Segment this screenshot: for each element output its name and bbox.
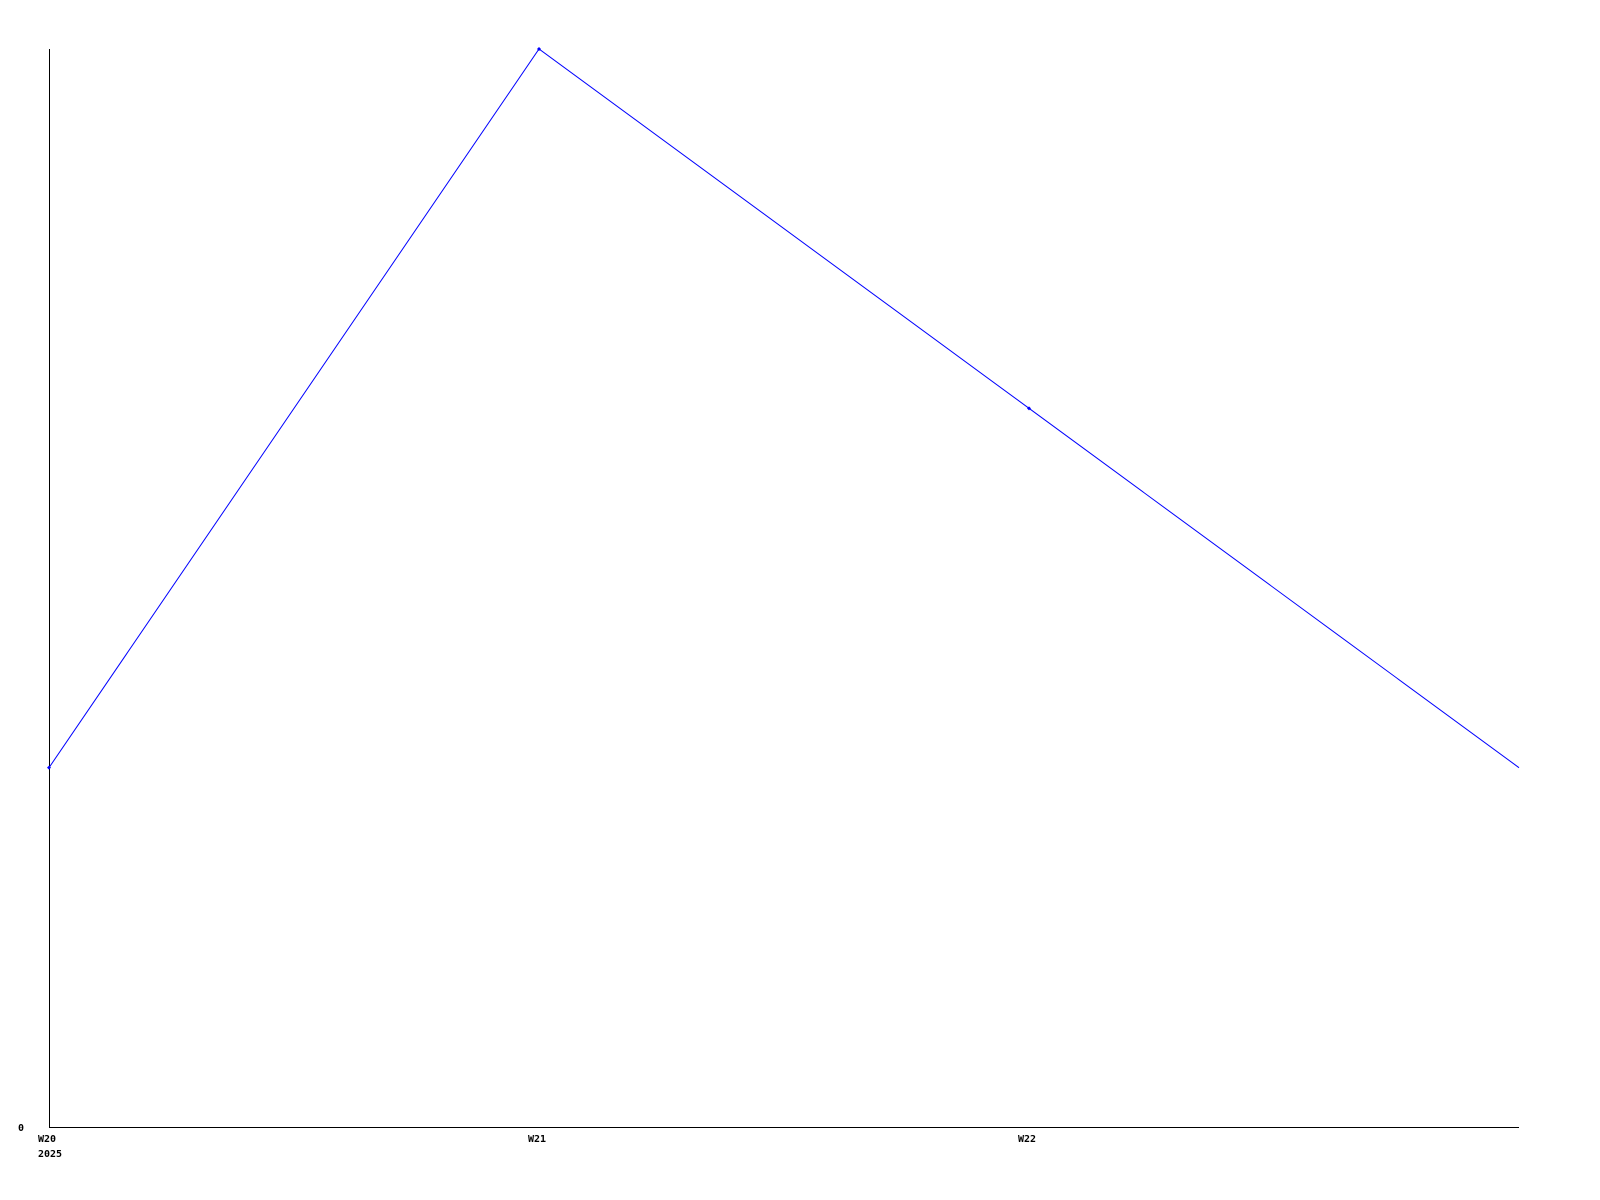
x-tick-label-w20: W20 xyxy=(38,1134,56,1145)
x-year-label: 2025 xyxy=(38,1149,62,1160)
data-point-w20 xyxy=(47,765,51,770)
data-point-w21 xyxy=(537,47,541,51)
data-point-w22 xyxy=(1027,406,1031,411)
y-tick-label-0: 0 xyxy=(18,1123,24,1134)
series-line xyxy=(48,48,1520,769)
x-tick-label-w21: W21 xyxy=(528,1134,546,1145)
x-tick-label-w22: W22 xyxy=(1018,1134,1036,1145)
